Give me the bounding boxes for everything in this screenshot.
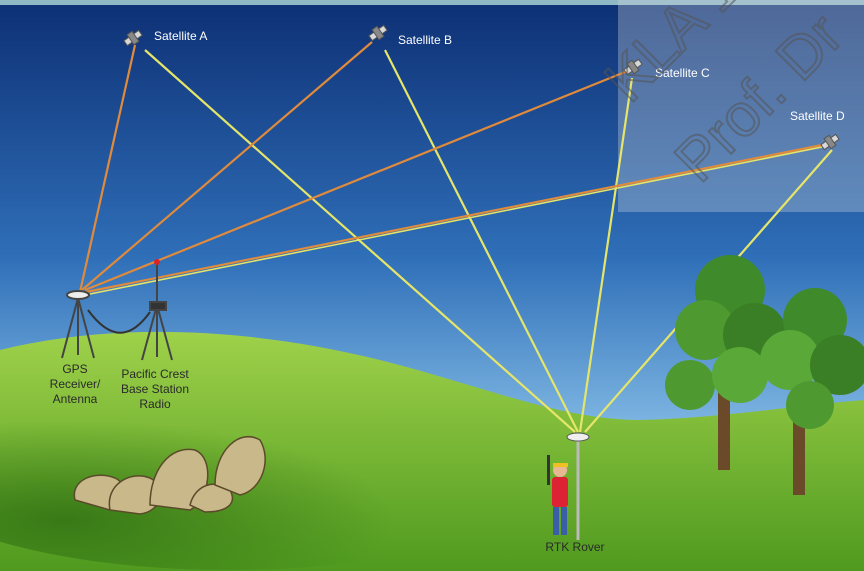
gps-rtk-illustration: Satellite A Satellite B Satellite C Sate… [0,0,864,571]
rover-label: RTK Rover [545,540,604,554]
radio-label: Pacific Crest [121,367,189,381]
receiver-label: Receiver/ [50,377,101,391]
satellite-label: Satellite A [154,29,207,43]
satellite-label: Satellite B [398,33,452,47]
radio-label: Base Station [121,382,189,396]
satellite-label: Satellite D [790,109,845,123]
receiver-label: Antenna [53,392,98,406]
radio-label: Radio [139,397,171,411]
receiver-label: GPS [62,362,87,376]
